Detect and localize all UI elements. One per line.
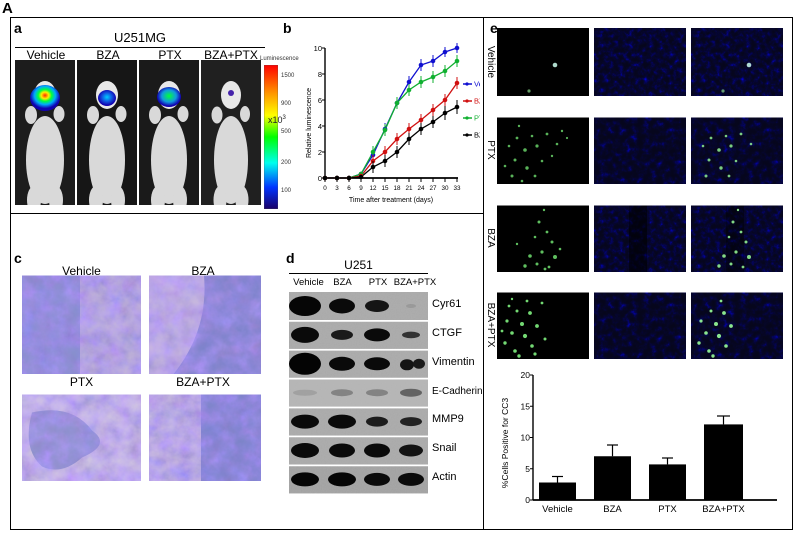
svg-text:9: 9	[359, 185, 363, 192]
svg-text:18: 18	[393, 185, 401, 192]
svg-text:8: 8	[318, 70, 322, 79]
svg-text:15: 15	[521, 401, 531, 411]
svg-text:0: 0	[318, 174, 322, 183]
svg-text:6: 6	[318, 96, 322, 105]
svg-text:10: 10	[314, 44, 322, 53]
svg-text:24: 24	[417, 185, 425, 192]
svg-text:BZA+PTX: BZA+PTX	[702, 504, 745, 515]
svg-text:12: 12	[369, 185, 377, 192]
svg-text:BZA: BZA	[474, 97, 480, 106]
svg-text:33: 33	[453, 185, 461, 192]
svg-text:PTX: PTX	[658, 504, 677, 515]
svg-text:PTX: PTX	[474, 114, 480, 123]
svg-text:27: 27	[429, 185, 437, 192]
svg-text:2: 2	[318, 148, 322, 157]
svg-text:Vehicle: Vehicle	[542, 504, 573, 515]
svg-text:30: 30	[441, 185, 449, 192]
svg-text:0: 0	[323, 185, 327, 192]
svg-text:6: 6	[347, 185, 351, 192]
svg-text:20: 20	[521, 370, 531, 380]
svg-text:4: 4	[318, 122, 322, 131]
svg-text:%Cells Positive for CC3: %Cells Positive for CC3	[500, 398, 510, 488]
svg-text:10: 10	[521, 433, 531, 443]
svg-text:3: 3	[335, 185, 339, 192]
svg-text:Time after treatment (days): Time after treatment (days)	[349, 197, 433, 204]
svg-text:BZA: BZA	[603, 504, 622, 515]
svg-text:5: 5	[525, 464, 530, 474]
svg-text:15: 15	[381, 185, 389, 192]
svg-text:0: 0	[525, 495, 530, 505]
svg-text:21: 21	[405, 185, 413, 192]
svg-text:Relative luminescence: Relative luminescence	[306, 88, 313, 158]
svg-text:BZA+PTX: BZA+PTX	[474, 131, 480, 140]
svg-text:Vehicle: Vehicle	[474, 80, 480, 89]
